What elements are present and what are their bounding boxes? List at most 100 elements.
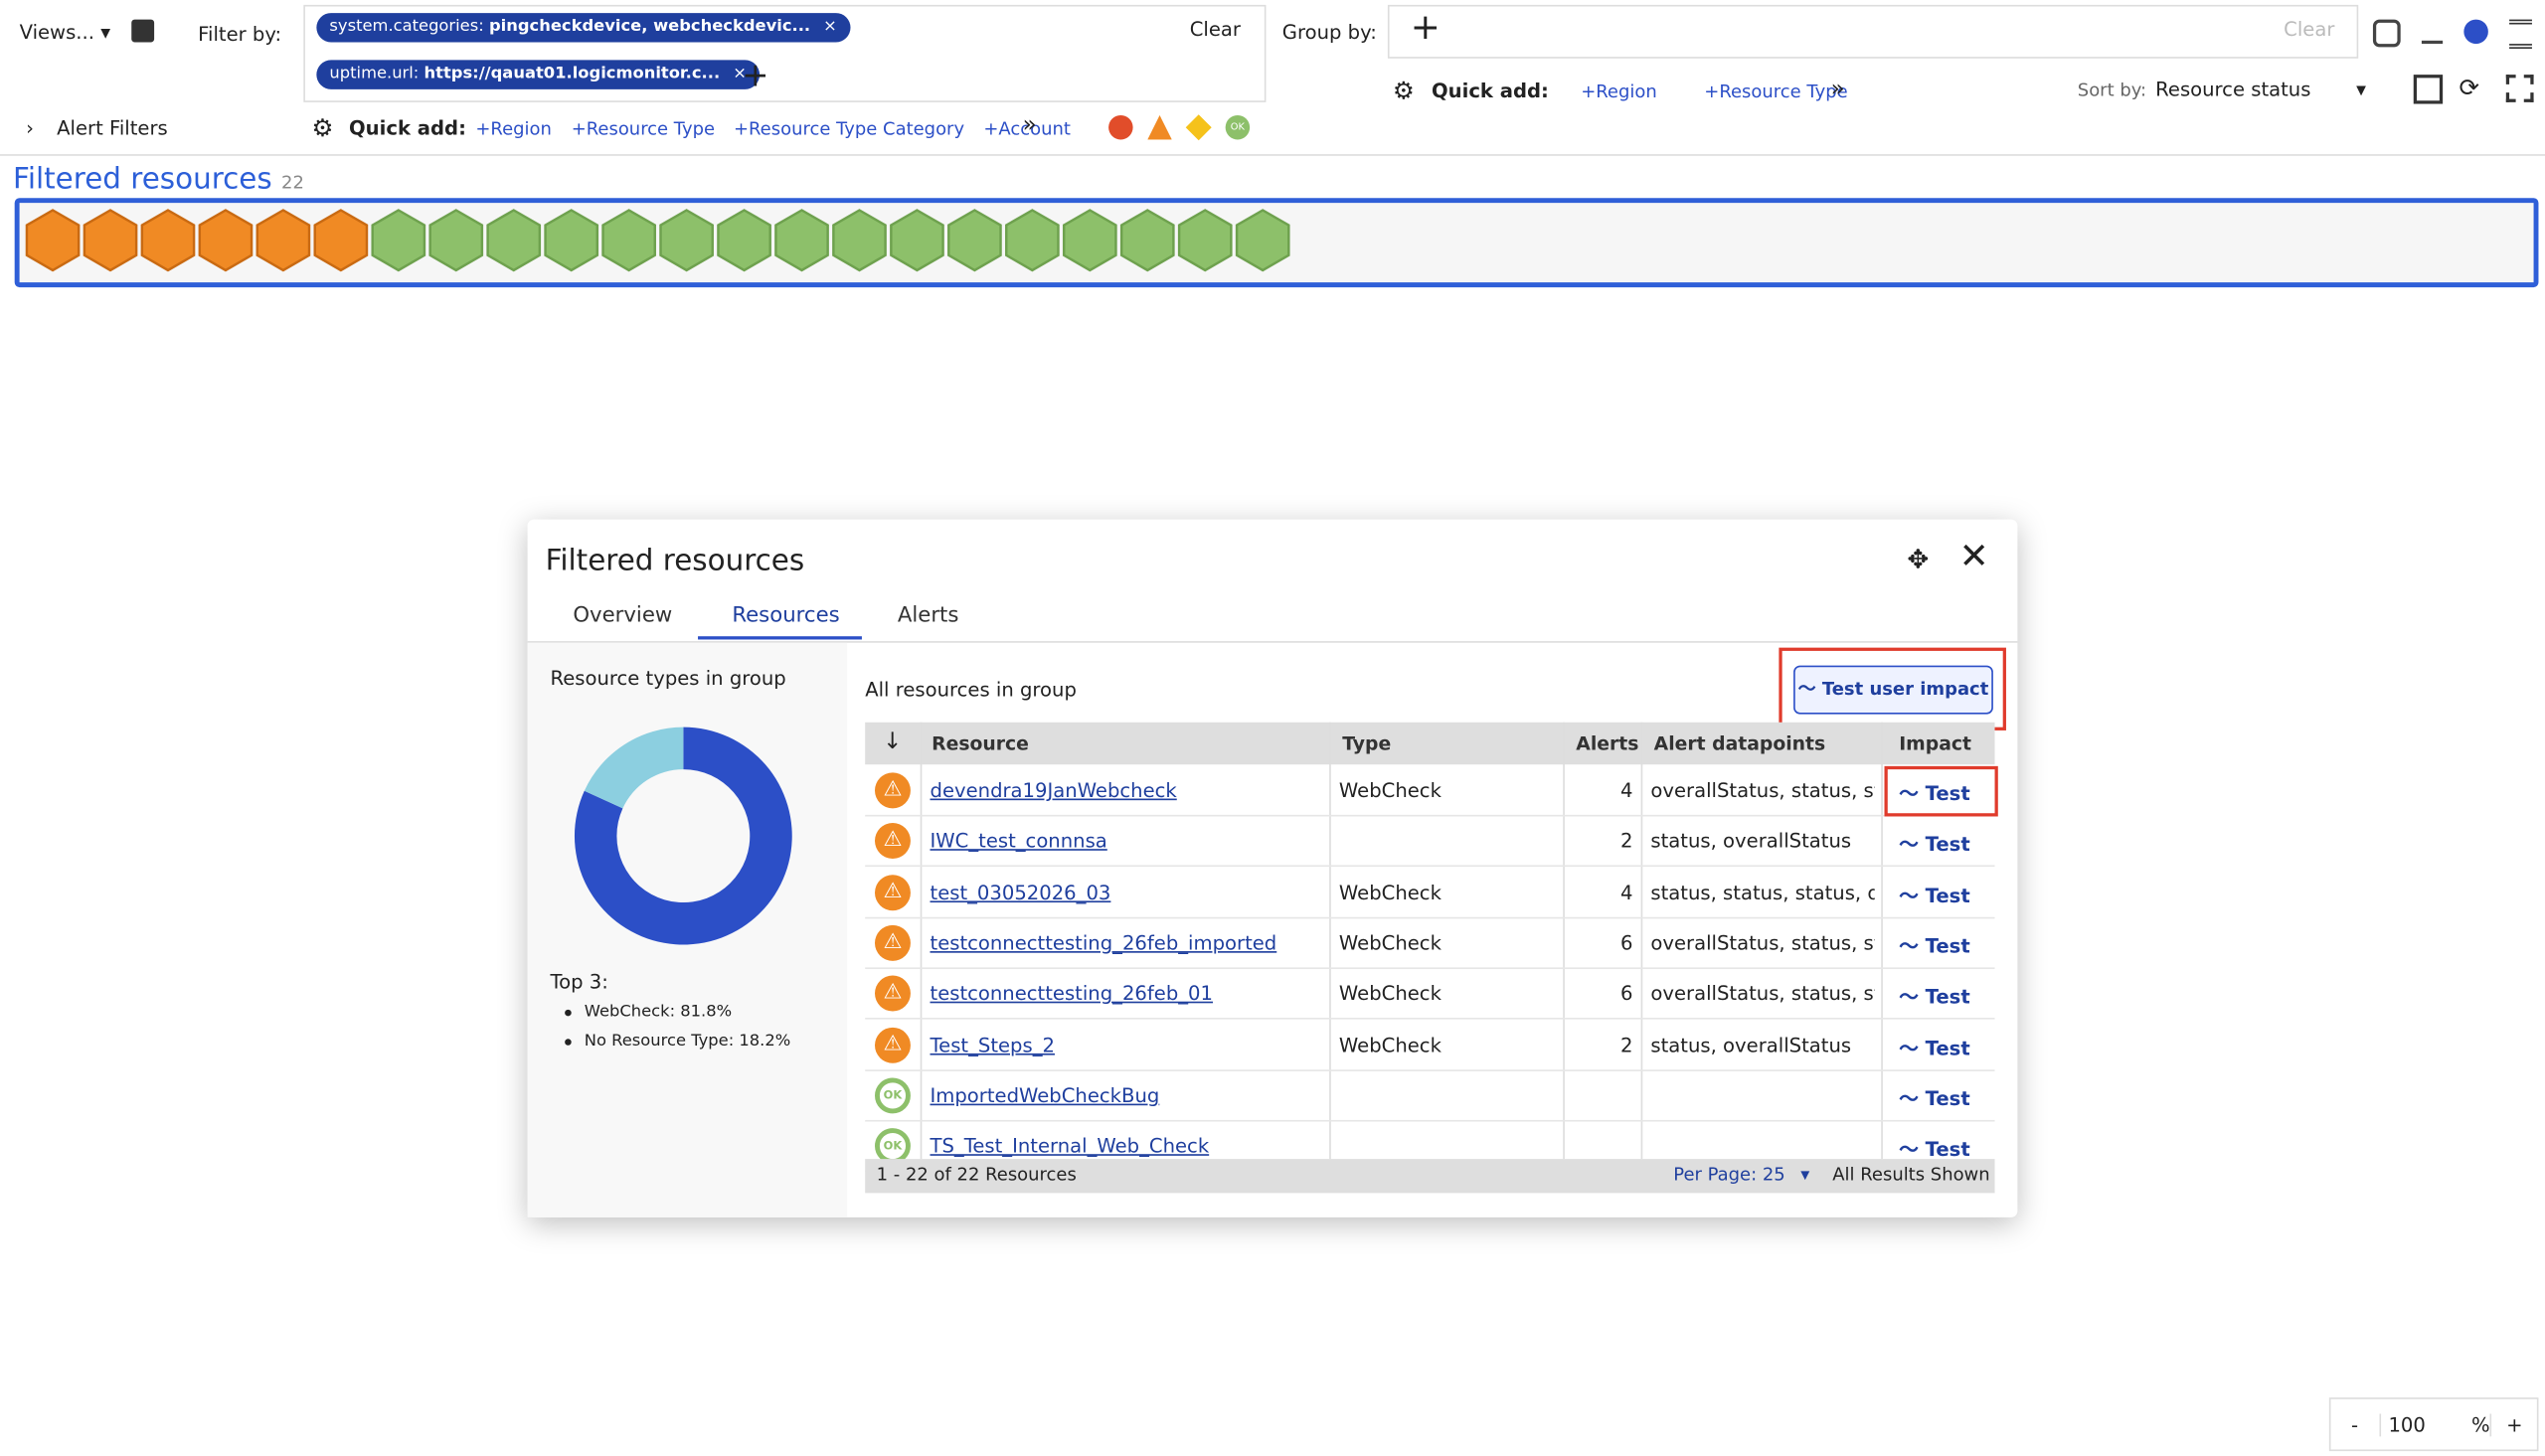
save-icon[interactable] [131, 19, 155, 43]
views-label[interactable]: Views... [19, 21, 94, 45]
group-clear[interactable]: Clear [2284, 17, 2335, 41]
quick-link[interactable]: +Resource Type [1704, 81, 1848, 102]
tab[interactable]: Overview [573, 603, 673, 629]
modal-title: Filtered resources [545, 544, 805, 578]
chip-remove[interactable]: × [823, 17, 837, 36]
resource-link[interactable]: testconnecttesting_26feb_01 [930, 982, 1213, 1006]
impact-test[interactable]: 〜 Test [1899, 782, 1970, 806]
fullscreen-icon[interactable] [2505, 75, 2534, 102]
donut-segment [584, 727, 684, 809]
refresh-icon[interactable]: ⟳ [2459, 73, 2480, 102]
resource-hex[interactable] [140, 209, 196, 272]
layout-icon[interactable] [2413, 75, 2444, 104]
tab[interactable]: Alerts [897, 603, 959, 629]
per-page-label[interactable]: Per Page: 25 [1673, 1164, 1785, 1186]
impact-test[interactable]: 〜 Test [1899, 884, 1970, 907]
add-filter[interactable]: + [742, 55, 769, 94]
resource-hex[interactable] [1119, 209, 1175, 272]
zoom-in[interactable]: + [2490, 1412, 2537, 1436]
resource-hex[interactable] [659, 209, 714, 272]
highlight-box [1884, 765, 1998, 817]
impact-test-label[interactable]: Test [1925, 1138, 1970, 1161]
group-box [1387, 4, 2359, 59]
zoom-value[interactable]: 100 [2378, 1412, 2471, 1436]
impact-test[interactable]: 〜 Test [1899, 1086, 1970, 1110]
ok-icon[interactable]: OK [1225, 114, 1251, 140]
quick-link[interactable]: +Resource Type Category [733, 118, 965, 140]
resource-hex[interactable] [1005, 209, 1060, 272]
quick-link[interactable]: +Region [1581, 81, 1657, 102]
chip-remove[interactable]: × [733, 65, 747, 83]
alert-count: 6 [1619, 982, 1633, 1006]
impact-test[interactable]: 〜 Test [1899, 985, 1970, 1009]
impact-test-label[interactable]: Test [1925, 1086, 1970, 1110]
quick-link[interactable]: +Region [475, 118, 552, 140]
resource-hex[interactable] [255, 209, 311, 272]
impact-test[interactable]: 〜 Test [1899, 833, 1970, 857]
impact-test-label[interactable]: Test [1925, 934, 1970, 958]
impact-button-label[interactable]: Test user impact [1821, 678, 1989, 700]
resource-hex[interactable] [890, 209, 944, 272]
resource-hex[interactable] [1235, 209, 1290, 272]
resource-hex[interactable] [601, 209, 656, 272]
quick-link[interactable]: +Resource Type [571, 118, 716, 140]
sort-select[interactable]: Resource status ▾ [2155, 78, 2366, 101]
link-icon[interactable] [2372, 19, 2401, 48]
move-icon[interactable]: ✥ [1907, 544, 1930, 575]
sort-label: Sort by: [2077, 80, 2147, 101]
resource-link[interactable]: Test_Steps_2 [930, 1033, 1055, 1056]
alert-filters[interactable]: Alert Filters [57, 116, 168, 140]
resource-link[interactable]: TS_Test_Internal_Web_Check [930, 1134, 1210, 1158]
close-button[interactable]: ✕ [1958, 537, 1989, 578]
resource-hex[interactable] [544, 209, 599, 272]
impact-test-label[interactable]: Test [1925, 884, 1970, 907]
resource-hex[interactable] [371, 209, 426, 272]
quick-link[interactable]: +Account [983, 118, 1071, 140]
impact-test-label[interactable]: Test [1925, 833, 1970, 857]
resource-hex[interactable] [486, 209, 542, 272]
resource-hex[interactable] [947, 209, 1002, 272]
resource-hex[interactable] [832, 209, 887, 272]
resource-link[interactable]: test_03052026_03 [930, 881, 1111, 904]
resource-hex[interactable] [198, 209, 254, 272]
resource-hex[interactable] [83, 209, 138, 272]
sort-arrow[interactable]: ↓ [883, 728, 903, 755]
zoom-out[interactable]: - [2351, 1412, 2359, 1436]
row-divider [865, 1068, 1995, 1071]
resource-hex[interactable] [428, 209, 484, 272]
impact-test-label[interactable]: Test [1925, 782, 1970, 806]
impact-test-label[interactable]: Test [1925, 1036, 1970, 1059]
separator [0, 154, 2545, 156]
critical-icon[interactable] [1108, 114, 1133, 140]
resource-hex[interactable] [774, 209, 829, 272]
resource-hex[interactable] [717, 209, 771, 272]
views-menu[interactable]: Views... ▾ [19, 21, 111, 45]
impact-test[interactable]: 〜 Test [1899, 1138, 1970, 1161]
resource-link[interactable]: testconnecttesting_26feb_imported [930, 931, 1277, 955]
resource-hex[interactable] [1062, 209, 1117, 272]
impact-test[interactable]: 〜 Test [1899, 934, 1970, 958]
impact-test-label[interactable]: Test [1925, 985, 1970, 1009]
impact-button[interactable]: 〜 Test user impact [1793, 665, 1993, 715]
resource-link[interactable]: devendra19JanWebcheck [930, 778, 1177, 802]
resource-link[interactable]: ImportedWebCheckBug [930, 1083, 1160, 1107]
tab[interactable]: Resources [732, 603, 840, 629]
download-icon[interactable] [2421, 20, 2444, 45]
map-icon[interactable] [2463, 19, 2488, 45]
alert-count: 6 [1619, 931, 1633, 955]
resource-link[interactable]: IWC_test_connnsa [930, 830, 1107, 853]
gear[interactable]: ⚙ [311, 113, 334, 143]
resource-hex[interactable] [1177, 209, 1233, 272]
resource-hex[interactable] [25, 209, 81, 272]
add-group[interactable]: + [1410, 8, 1441, 49]
resource-hex[interactable] [313, 209, 369, 272]
per-page[interactable]: Per Page: 25 ▾ [1673, 1164, 1810, 1186]
sort-value[interactable]: Resource status [2155, 78, 2311, 101]
alert-datapoints: overallStatus, status, statu [1650, 778, 1874, 802]
list-icon[interactable] [2509, 19, 2532, 49]
alert-datapoints: status, overallStatus [1650, 1033, 1852, 1056]
more[interactable]: » [1022, 111, 1037, 138]
impact-test[interactable]: 〜 Test [1899, 1036, 1970, 1059]
clear-button[interactable]: Clear [1189, 17, 1241, 41]
